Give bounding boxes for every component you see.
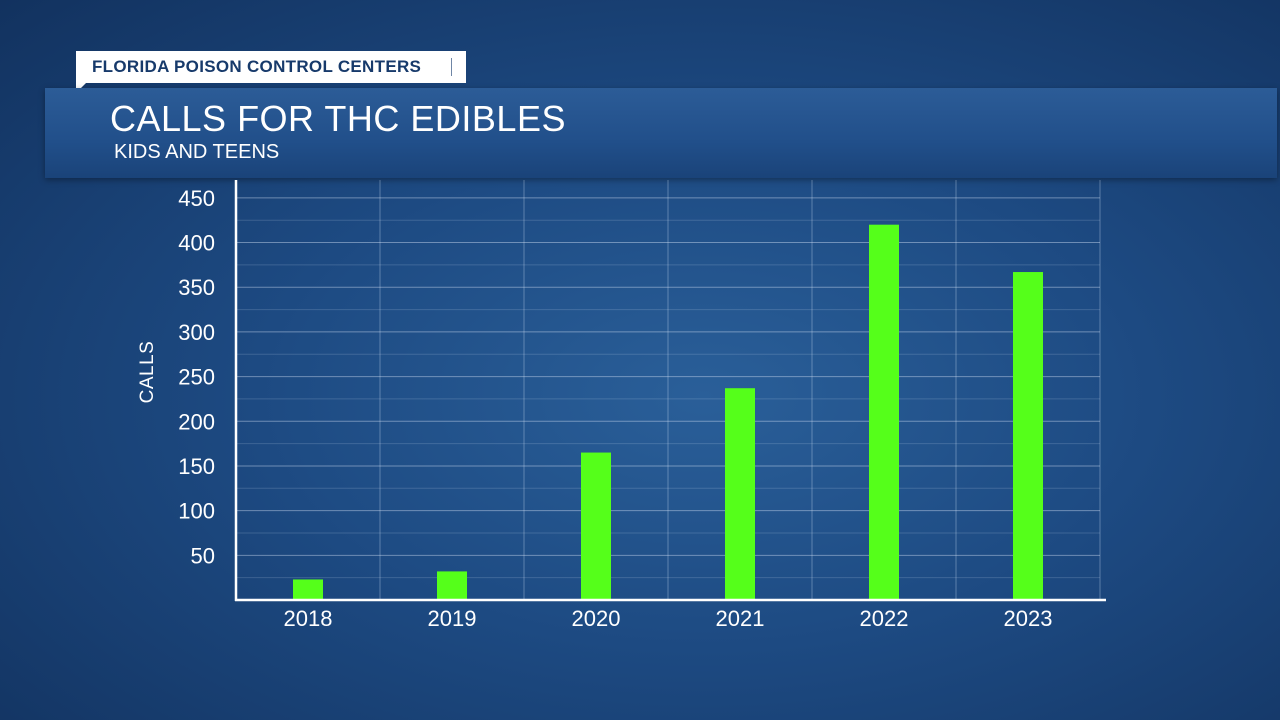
source-label: FLORIDA POISON CONTROL CENTERS xyxy=(92,57,422,76)
x-tick-label: 2021 xyxy=(716,606,765,631)
x-tick-label: 2018 xyxy=(284,606,333,631)
y-tick-label: 450 xyxy=(178,186,215,211)
bar-2020 xyxy=(581,452,611,600)
bar-2023 xyxy=(1013,272,1043,600)
x-tick-label: 2022 xyxy=(860,606,909,631)
y-tick-label: 300 xyxy=(178,320,215,345)
x-tick-label: 2023 xyxy=(1004,606,1053,631)
bar-2019 xyxy=(437,571,467,600)
y-tick-label: 100 xyxy=(178,499,215,524)
chart-title: CALLS FOR THC EDIBLES xyxy=(110,98,566,139)
y-tick-label: 350 xyxy=(178,275,215,300)
y-tick-label: 50 xyxy=(191,543,215,568)
bar-2018 xyxy=(293,579,323,600)
chart-subtitle: KIDS AND TEENS xyxy=(114,141,280,163)
title-band xyxy=(45,88,1277,178)
y-tick-label: 250 xyxy=(178,365,215,390)
bar-2021 xyxy=(725,388,755,600)
y-tick-label: 150 xyxy=(178,454,215,479)
y-tick-label: 400 xyxy=(178,231,215,256)
bar-2022 xyxy=(869,224,899,600)
y-tick-label: 200 xyxy=(178,409,215,434)
source-divider xyxy=(451,58,452,76)
x-tick-label: 2019 xyxy=(428,606,477,631)
x-tick-label: 2020 xyxy=(572,606,621,631)
